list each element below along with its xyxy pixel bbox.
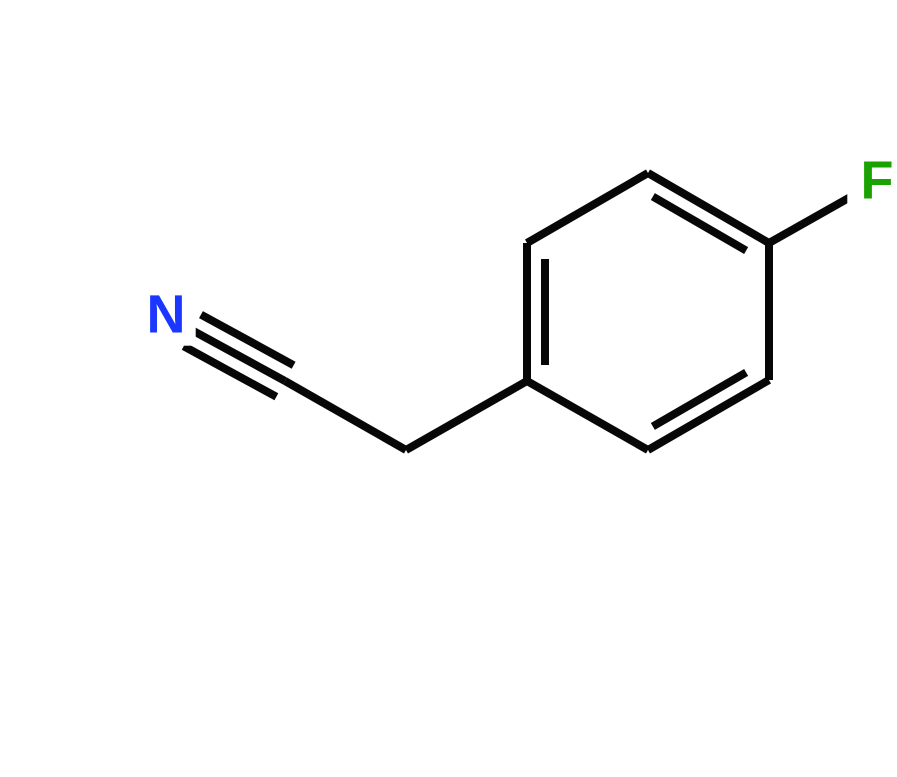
atom-label-f: F (861, 150, 894, 210)
atom-label-n: N (147, 284, 186, 344)
molecule-svg: NF (0, 0, 897, 777)
molecule-canvas: NF (0, 0, 897, 777)
